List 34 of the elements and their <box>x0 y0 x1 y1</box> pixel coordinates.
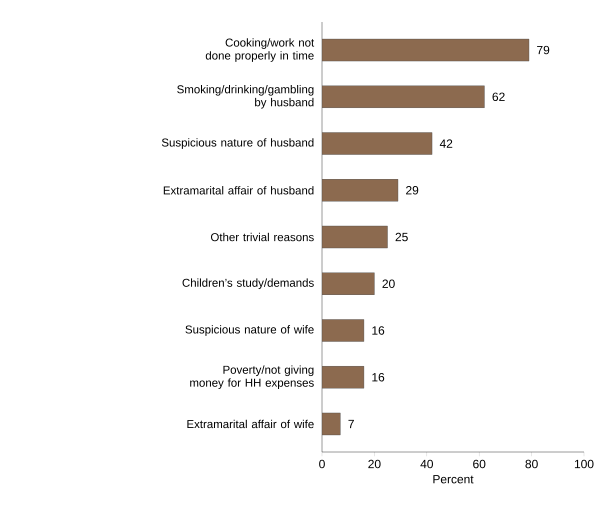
y-tick-label: Cooking/work not done properly in time <box>206 38 314 62</box>
y-tick-label: Extramarital affair of wife <box>187 420 314 428</box>
data-label: 29 <box>406 186 418 194</box>
y-tick-label: Extramarital affair of husband <box>164 186 314 194</box>
x-tick-label: 0 <box>319 460 325 468</box>
x-tick-label: 20 <box>368 460 381 468</box>
data-label: 16 <box>372 372 384 382</box>
bar <box>322 38 530 62</box>
data-label: 7 <box>348 420 354 428</box>
y-tick-label: Other trivial reasons <box>210 232 314 242</box>
data-label: 16 <box>372 326 384 335</box>
x-axis-title: Percent <box>433 475 474 484</box>
bar <box>322 412 341 436</box>
bar <box>322 319 364 342</box>
x-tick-label: 40 <box>420 460 433 468</box>
bar <box>322 272 375 295</box>
data-label: 62 <box>492 92 505 102</box>
bar <box>322 366 364 388</box>
y-tick-label: Children’s study/demands <box>182 278 314 290</box>
y-tick-label: Suspicious nature of husband <box>162 138 314 149</box>
x-tick-label: 60 <box>473 460 486 468</box>
x-tick-label: 80 <box>525 460 538 468</box>
y-tick-label: Poverty/not giving money for HH expenses <box>190 365 314 390</box>
data-label: 42 <box>440 139 452 148</box>
bar <box>322 179 398 202</box>
x-tick-label: 100 <box>574 460 594 468</box>
data-label: 20 <box>382 280 395 288</box>
bar <box>322 86 485 108</box>
bar <box>322 226 388 248</box>
y-tick-label: Smoking/drinking/gambling by husband <box>177 84 314 109</box>
y-tick-label: Suspicious nature of wife <box>185 325 314 336</box>
bar <box>322 132 432 155</box>
data-label: 79 <box>537 46 550 54</box>
data-label: 25 <box>396 232 408 242</box>
